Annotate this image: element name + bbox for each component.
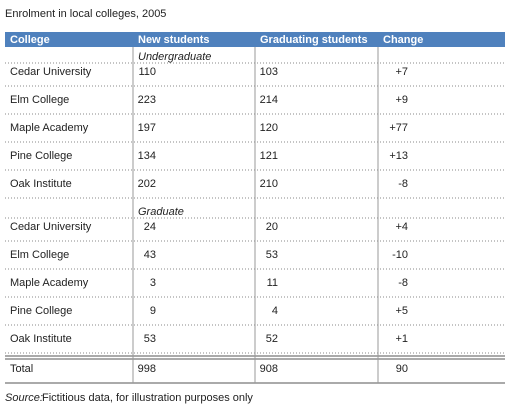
section-label: Undergraduate [138, 51, 211, 63]
header-cell: College [10, 34, 50, 46]
value-cell: 134 [138, 150, 156, 162]
value-cell: 20 [266, 221, 278, 233]
value-cell: +7 [395, 66, 408, 78]
college-cell: Elm College [10, 94, 69, 106]
source-text: Fictitious data, for illustration purpos… [42, 392, 253, 404]
value-cell: 24 [144, 221, 156, 233]
value-cell: 90 [396, 363, 408, 375]
value-cell: -8 [398, 277, 408, 289]
value-cell: 52 [266, 333, 278, 345]
value-cell: 121 [260, 150, 278, 162]
value-cell: +5 [395, 305, 408, 317]
header-cell: Change [383, 34, 423, 46]
college-cell: Maple Academy [10, 122, 89, 134]
value-cell: 120 [260, 122, 278, 134]
college-cell: Total [10, 363, 33, 375]
value-cell: 43 [144, 249, 156, 261]
college-cell: Pine College [10, 150, 72, 162]
value-cell: 223 [138, 94, 156, 106]
value-cell: 210 [260, 178, 278, 190]
value-cell: 3 [150, 277, 156, 289]
value-cell: +1 [395, 333, 408, 345]
value-cell: 53 [144, 333, 156, 345]
section-label: Graduate [138, 206, 184, 218]
college-cell: Maple Academy [10, 277, 89, 289]
college-cell: Oak Institute [10, 333, 72, 345]
value-cell: +77 [389, 122, 408, 134]
value-cell: 908 [260, 363, 278, 375]
value-cell: +4 [395, 221, 408, 233]
value-cell: +9 [395, 94, 408, 106]
value-cell: 202 [138, 178, 156, 190]
source-label: Source: [5, 392, 43, 404]
value-cell: -10 [392, 249, 408, 261]
college-cell: Pine College [10, 305, 72, 317]
header-cell: New students [138, 34, 210, 46]
value-cell: 4 [272, 305, 278, 317]
value-cell: 11 [267, 277, 278, 289]
table-title: Enrolment in local colleges, 2005 [5, 8, 166, 20]
value-cell: -8 [398, 178, 408, 190]
value-cell: +13 [389, 150, 408, 162]
value-cell: 103 [260, 66, 278, 78]
value-cell: 9 [150, 305, 156, 317]
college-cell: Oak Institute [10, 178, 72, 190]
header-cell: Graduating students [260, 34, 368, 46]
value-cell: 998 [138, 363, 156, 375]
value-cell: 110 [138, 66, 156, 78]
header-bar [5, 32, 505, 47]
college-cell: Cedar University [10, 221, 92, 233]
college-cell: Elm College [10, 249, 69, 261]
value-cell: 53 [266, 249, 278, 261]
value-cell: 214 [260, 94, 278, 106]
college-cell: Cedar University [10, 66, 92, 78]
value-cell: 197 [138, 122, 156, 134]
